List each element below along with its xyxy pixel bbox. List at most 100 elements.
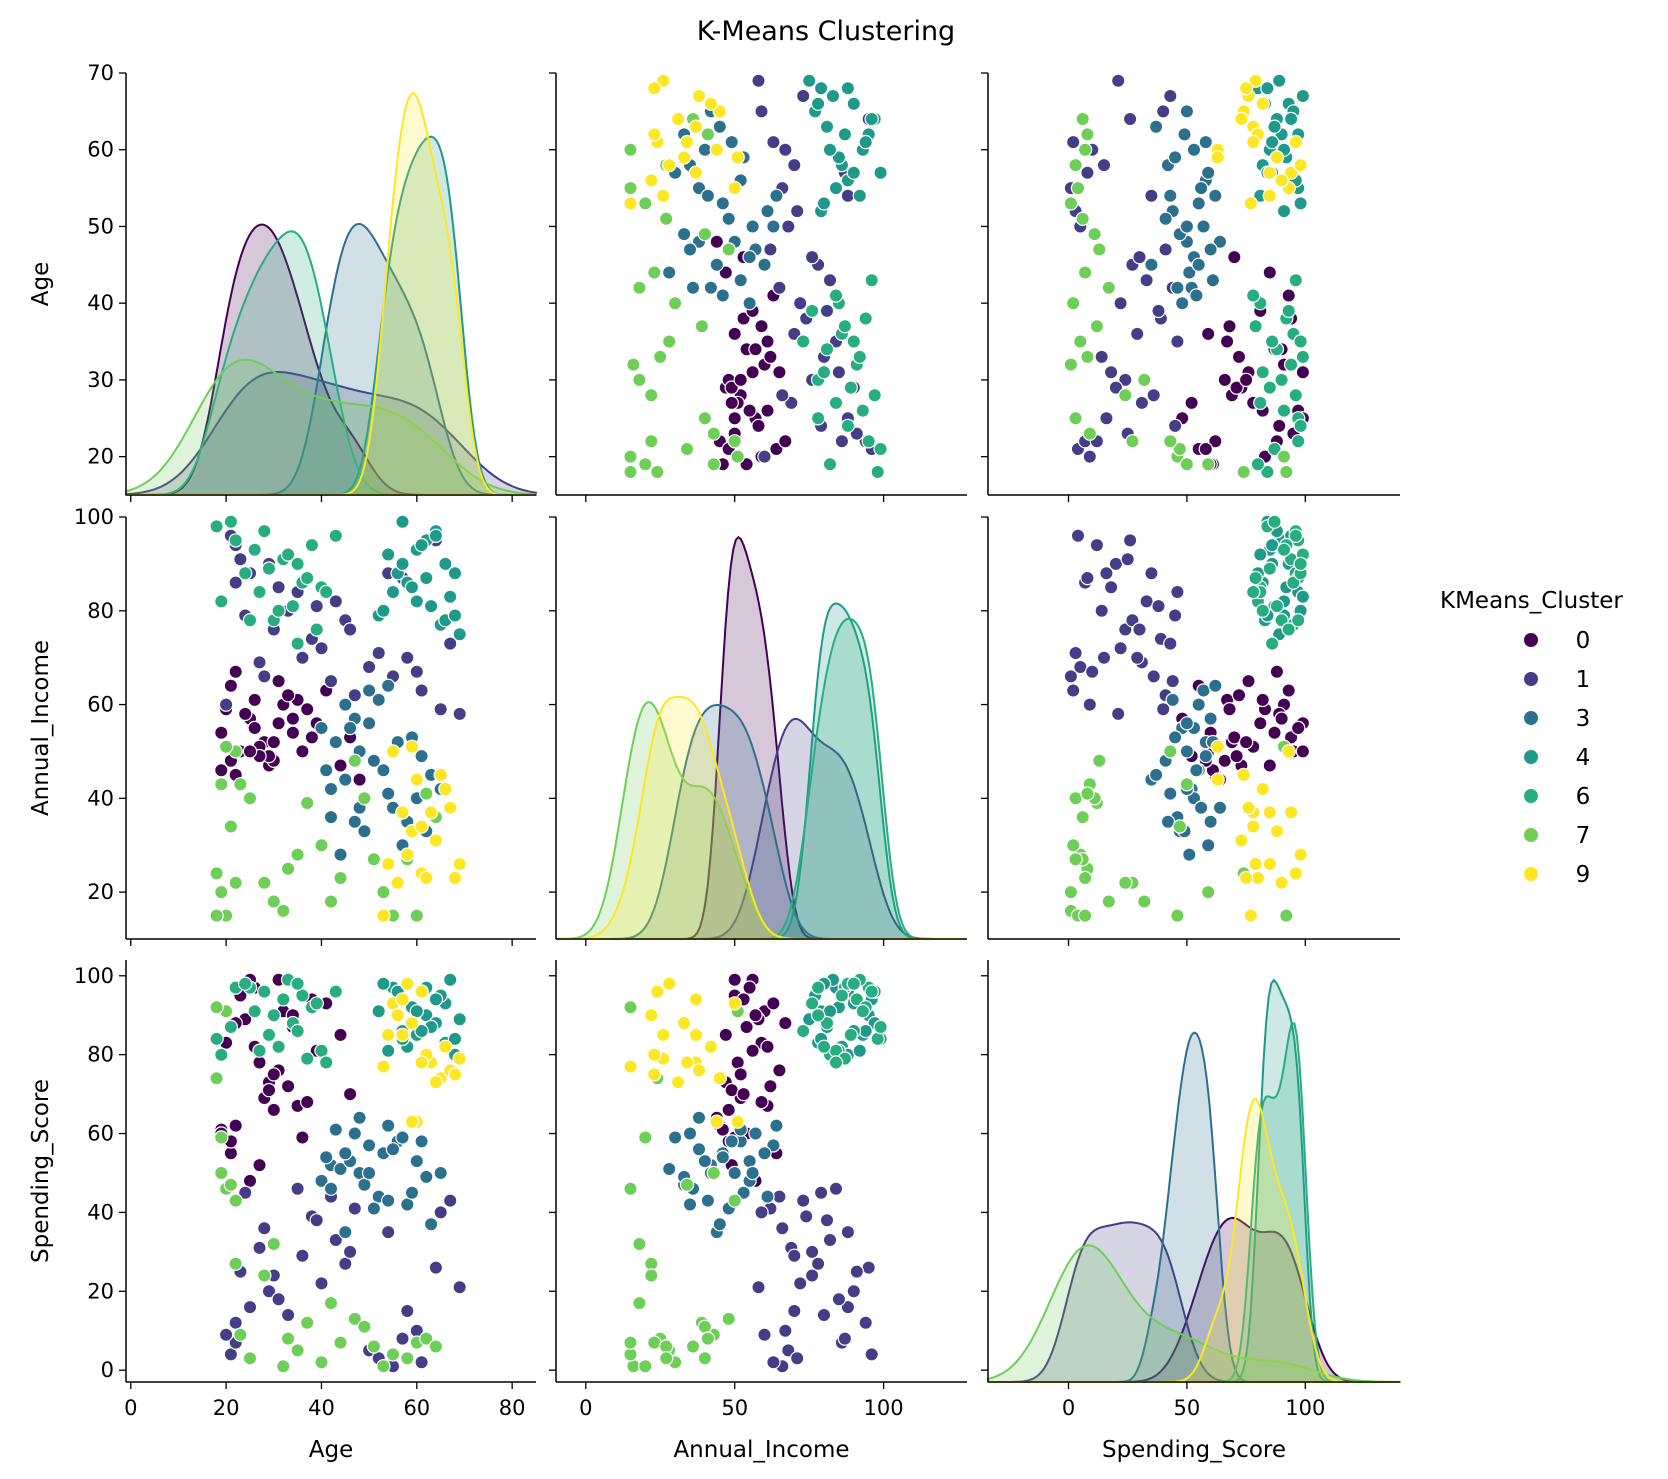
scatter-point-cluster-1 xyxy=(1144,566,1159,581)
scatter-point-cluster-6 xyxy=(257,984,272,999)
scatter-point-cluster-7 xyxy=(1080,127,1095,142)
panel-annual-income-vs-age: 20 40 60 80 100 xyxy=(74,505,536,946)
chart-title: K-Means Clustering xyxy=(697,16,955,47)
scatter-point-cluster-9 xyxy=(376,1059,391,1074)
scatter-point-cluster-4 xyxy=(1260,81,1275,96)
y-axis-label-age: Age xyxy=(28,262,54,306)
scatter-point-cluster-0 xyxy=(751,418,766,434)
scatter-point-cluster-3 xyxy=(1191,196,1206,211)
scatter-point-cluster-0 xyxy=(748,342,763,357)
scatter-point-cluster-1 xyxy=(295,650,310,665)
scatter-point-cluster-3 xyxy=(323,1181,339,1196)
scatter-point-cluster-6 xyxy=(796,1023,811,1039)
scatter-point-cluster-9 xyxy=(404,1015,420,1031)
scatter-point-cluster-0 xyxy=(1290,720,1306,736)
scatter-point-cluster-0 xyxy=(754,1094,769,1110)
scatter-point-cluster-7 xyxy=(1125,434,1140,449)
scatter-point-cluster-1 xyxy=(772,1189,787,1204)
scatter-point-cluster-1 xyxy=(1165,673,1180,689)
x-tick-label: 50 xyxy=(721,1396,748,1420)
scatter-point-cluster-7 xyxy=(623,142,638,157)
scatter-point-cluster-6 xyxy=(319,1055,334,1070)
scatter-point-cluster-1 xyxy=(813,1185,829,1200)
scatter-point-cluster-4 xyxy=(825,88,841,104)
scatter-point-cluster-9 xyxy=(1274,173,1289,188)
scatter-point-cluster-0 xyxy=(295,744,310,759)
scatter-point-cluster-7 xyxy=(276,1358,291,1374)
scatter-point-cluster-7 xyxy=(1179,777,1195,792)
scatter-point-cluster-9 xyxy=(1248,73,1263,88)
scatter-point-cluster-1 xyxy=(314,1276,329,1291)
scatter-point-cluster-4 xyxy=(428,992,444,1007)
scatter-point-cluster-9 xyxy=(404,1114,420,1129)
scatter-point-cluster-1 xyxy=(252,1240,267,1256)
x-axis-label-spending-score: Spending_Score xyxy=(1102,1437,1286,1463)
scatter-point-cluster-1 xyxy=(787,157,802,173)
scatter-point-cluster-4 xyxy=(822,142,838,157)
scatter-point-cluster-7 xyxy=(323,894,339,909)
scatter-point-cluster-3 xyxy=(691,1142,707,1157)
scatter-point-cluster-3 xyxy=(1177,127,1192,142)
scatter-point-cluster-7 xyxy=(242,1351,258,1366)
scatter-point-cluster-6 xyxy=(1269,598,1285,614)
scatter-point-cluster-3 xyxy=(328,734,343,750)
scatter-point-cluster-1 xyxy=(1065,134,1081,150)
scatter-point-cluster-7 xyxy=(1063,196,1079,211)
scatter-point-cluster-0 xyxy=(727,326,742,342)
scatter-point-cluster-6 xyxy=(247,542,262,558)
scatter-point-cluster-1 xyxy=(328,1232,343,1248)
scatter-point-cluster-9 xyxy=(727,996,742,1011)
scatter-point-cluster-6 xyxy=(858,311,873,326)
scatter-point-cluster-7 xyxy=(638,1358,653,1374)
scatter-point-cluster-3 xyxy=(742,1153,757,1169)
scatter-point-cluster-0 xyxy=(742,403,757,418)
scatter-point-cluster-6 xyxy=(1255,603,1270,619)
scatter-point-cluster-1 xyxy=(772,280,787,295)
scatter-point-cluster-3 xyxy=(682,1197,698,1212)
scatter-point-cluster-3 xyxy=(682,1126,698,1141)
scatter-point-cluster-3 xyxy=(709,257,725,272)
scatter-point-cluster-1 xyxy=(443,636,458,651)
scatter-point-cluster-7 xyxy=(638,1130,653,1145)
scatter-point-cluster-1 xyxy=(1099,566,1114,581)
scatter-point-cluster-3 xyxy=(314,1173,329,1189)
scatter-point-cluster-1 xyxy=(1089,537,1105,553)
scatter-point-cluster-3 xyxy=(715,288,731,303)
scatter-point-cluster-9 xyxy=(1243,196,1259,211)
scatter-point-cluster-9 xyxy=(1269,824,1285,839)
scatter-point-cluster-7 xyxy=(1063,884,1079,900)
legend-marker-6 xyxy=(1523,788,1539,804)
scatter-point-cluster-7 xyxy=(706,457,722,472)
scatter-point-cluster-3 xyxy=(766,1138,781,1153)
scatter-point-cluster-6 xyxy=(290,976,305,991)
scatter-point-cluster-9 xyxy=(433,767,448,783)
scatter-point-cluster-3 xyxy=(352,1110,367,1126)
scatter-point-cluster-7 xyxy=(623,1335,638,1350)
scatter-point-cluster-6 xyxy=(864,984,879,999)
scatter-point-cluster-6 xyxy=(1250,457,1266,472)
scatter-point-cluster-1 xyxy=(1129,650,1145,665)
y-axis-label-spending-score: Spending_Score xyxy=(28,1079,54,1263)
scatter-point-cluster-1 xyxy=(861,1260,876,1275)
scatter-point-cluster-7 xyxy=(1075,211,1090,226)
scatter-point-cluster-3 xyxy=(1170,280,1185,295)
scatter-point-cluster-0 xyxy=(352,772,367,787)
scatter-point-cluster-6 xyxy=(257,523,272,539)
scatter-point-cluster-7 xyxy=(209,1071,224,1086)
scatter-point-cluster-3 xyxy=(703,280,719,295)
scatter-point-cluster-0 xyxy=(748,1008,763,1023)
scatter-point-cluster-4 xyxy=(1253,547,1268,562)
scatter-point-cluster-4 xyxy=(1283,111,1299,127)
scatter-point-cluster-6 xyxy=(796,334,811,349)
panel-spending-score-vs-annual-income: 0 50 100 xyxy=(549,960,967,1420)
scatter-point-cluster-4 xyxy=(385,584,401,600)
scatter-point-cluster-9 xyxy=(1262,188,1278,203)
scatter-point-cluster-7 xyxy=(228,875,243,890)
scatter-point-cluster-3 xyxy=(700,1193,716,1208)
scatter-point-cluster-9 xyxy=(1269,150,1285,165)
scatter-point-cluster-1 xyxy=(781,1343,796,1358)
scatter-point-cluster-0 xyxy=(1238,734,1254,750)
scatter-point-cluster-4 xyxy=(404,580,420,595)
scatter-point-cluster-3 xyxy=(381,1193,396,1208)
